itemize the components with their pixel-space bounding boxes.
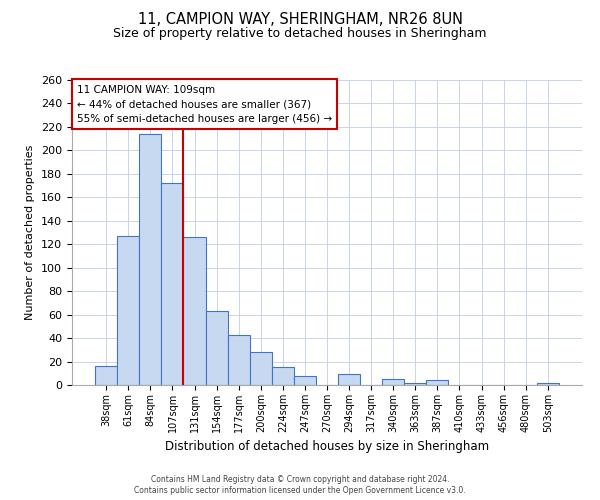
Bar: [161, 183, 184, 385]
Bar: [294, 376, 316, 385]
Bar: [117, 236, 139, 385]
Text: Size of property relative to detached houses in Sheringham: Size of property relative to detached ho…: [113, 28, 487, 40]
Bar: [272, 368, 294, 385]
Bar: [227, 334, 250, 385]
Text: 11 CAMPION WAY: 109sqm
← 44% of detached houses are smaller (367)
55% of semi-de: 11 CAMPION WAY: 109sqm ← 44% of detached…: [77, 84, 332, 124]
Bar: [382, 379, 404, 385]
Text: Contains HM Land Registry data © Crown copyright and database right 2024.: Contains HM Land Registry data © Crown c…: [151, 475, 449, 484]
Text: Contains public sector information licensed under the Open Government Licence v3: Contains public sector information licen…: [134, 486, 466, 495]
Bar: [404, 382, 427, 385]
Bar: [184, 237, 206, 385]
Bar: [206, 311, 227, 385]
Bar: [427, 380, 448, 385]
Text: 11, CAMPION WAY, SHERINGHAM, NR26 8UN: 11, CAMPION WAY, SHERINGHAM, NR26 8UN: [137, 12, 463, 28]
Bar: [338, 374, 360, 385]
Bar: [139, 134, 161, 385]
Bar: [537, 382, 559, 385]
Bar: [250, 352, 272, 385]
X-axis label: Distribution of detached houses by size in Sheringham: Distribution of detached houses by size …: [165, 440, 489, 454]
Bar: [95, 366, 117, 385]
Y-axis label: Number of detached properties: Number of detached properties: [25, 145, 35, 320]
